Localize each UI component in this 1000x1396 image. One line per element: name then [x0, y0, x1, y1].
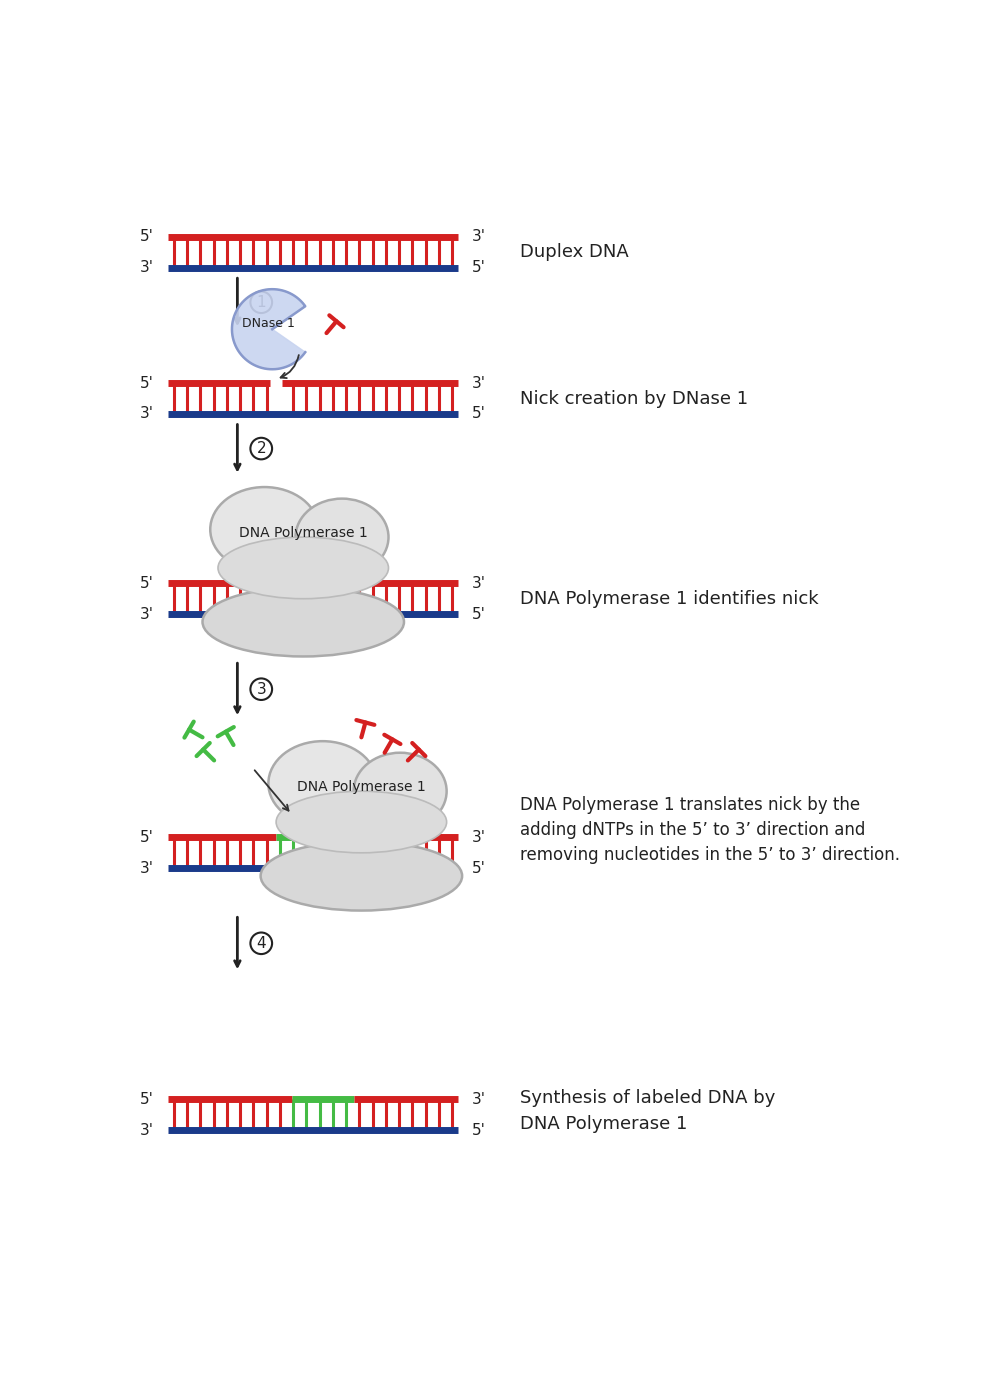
Text: Duplex DNA: Duplex DNA — [520, 243, 629, 261]
Text: Synthesis of labeled DNA by
DNA Polymerase 1: Synthesis of labeled DNA by DNA Polymera… — [520, 1089, 776, 1134]
Text: 3': 3' — [472, 229, 486, 244]
Text: 3': 3' — [140, 260, 154, 275]
Text: 3': 3' — [472, 376, 486, 391]
Text: 5': 5' — [472, 260, 486, 275]
Text: 5': 5' — [472, 1122, 486, 1138]
Text: DNA Polymerase 1: DNA Polymerase 1 — [297, 780, 426, 794]
Ellipse shape — [261, 842, 462, 910]
Text: 3': 3' — [140, 861, 154, 875]
Ellipse shape — [296, 498, 388, 575]
Text: 3': 3' — [472, 1092, 486, 1107]
Text: 2: 2 — [256, 441, 266, 456]
Text: 5': 5' — [140, 229, 154, 244]
Text: 3': 3' — [472, 575, 486, 591]
Text: 4: 4 — [256, 935, 266, 951]
Ellipse shape — [218, 537, 388, 599]
Text: Nick creation by DNase 1: Nick creation by DNase 1 — [520, 389, 748, 408]
Text: 5': 5' — [140, 829, 154, 845]
Text: 3': 3' — [140, 1122, 154, 1138]
Ellipse shape — [210, 487, 319, 572]
Text: DNA Polymerase 1 identifies nick: DNA Polymerase 1 identifies nick — [520, 589, 819, 607]
Text: 5': 5' — [140, 1092, 154, 1107]
Text: 5': 5' — [140, 575, 154, 591]
Text: DNA Polymerase 1: DNA Polymerase 1 — [239, 526, 368, 540]
Text: 3: 3 — [256, 681, 266, 697]
Text: 3': 3' — [140, 607, 154, 621]
Ellipse shape — [276, 792, 447, 853]
Text: 3': 3' — [140, 406, 154, 422]
Polygon shape — [232, 289, 305, 370]
Text: 5': 5' — [472, 406, 486, 422]
Text: 1: 1 — [256, 295, 266, 310]
Text: 3': 3' — [472, 829, 486, 845]
Ellipse shape — [268, 741, 377, 826]
Text: DNase 1: DNase 1 — [242, 317, 295, 329]
Ellipse shape — [354, 752, 447, 829]
Text: DNA Polymerase 1 translates nick by the
adding dNTPs in the 5’ to 3’ direction a: DNA Polymerase 1 translates nick by the … — [520, 796, 900, 864]
Text: 5': 5' — [472, 607, 486, 621]
Text: 5': 5' — [140, 376, 154, 391]
Ellipse shape — [202, 588, 404, 656]
Text: 5': 5' — [472, 861, 486, 875]
